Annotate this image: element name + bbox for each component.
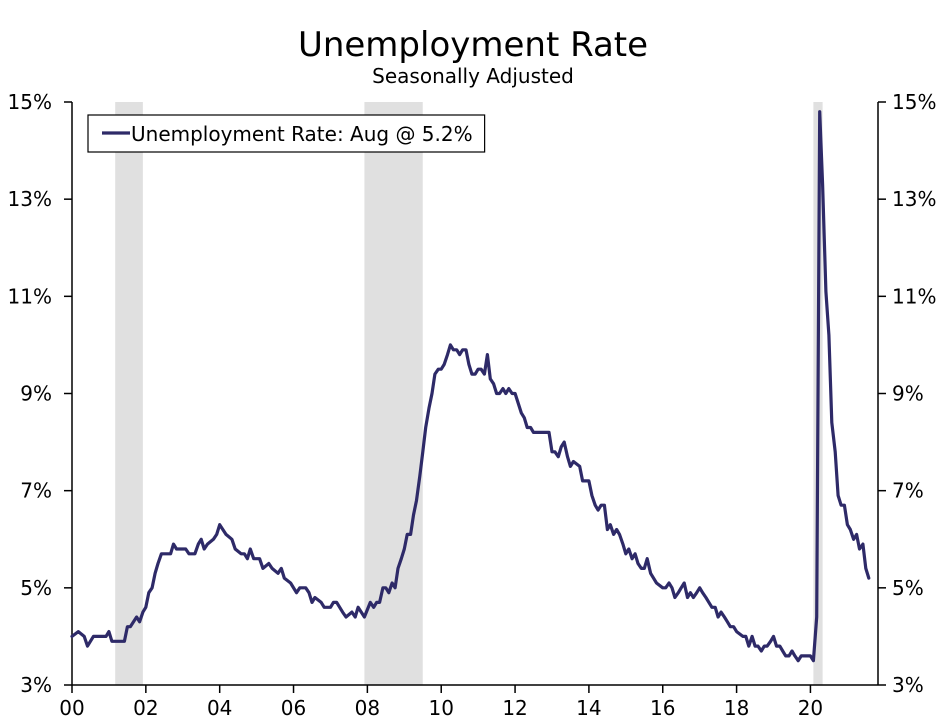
x-tick-label: 14 — [576, 696, 601, 720]
x-tick-label: 02 — [133, 696, 158, 720]
x-tick-label: 10 — [428, 696, 453, 720]
y-tick-label-left: 5% — [20, 576, 52, 600]
x-tick-label: 06 — [281, 696, 306, 720]
y-tick-label-left: 15% — [8, 90, 52, 114]
y-tick-label-right: 13% — [892, 187, 936, 211]
recession-band-1 — [364, 102, 423, 685]
y-tick-label-left: 9% — [20, 382, 52, 406]
axes: 3% 3% 5% 5% 7% 7% 9% 9% 11% 11% 13% 13% 15% 15% 00 02 04… — [8, 90, 937, 720]
series-line-0 — [70, 110, 871, 663]
x-tick-label: 00 — [59, 696, 84, 720]
y-tick-label-right: 5% — [892, 576, 924, 600]
chart-title: Unemployment Rate — [298, 25, 648, 65]
legend-box — [87, 114, 486, 153]
legend: Unemployment Rate: Aug @ 5.2% — [87, 114, 486, 153]
y-tick-label-left: 3% — [20, 673, 52, 697]
y-tick-label-right: 3% — [892, 673, 924, 697]
recession-bands — [115, 102, 823, 685]
y-tick-label-right: 9% — [892, 382, 924, 406]
y-tick-label-right: 11% — [892, 284, 936, 308]
y-tick-label-right: 7% — [892, 479, 924, 503]
y-tick-label-left: 11% — [8, 284, 52, 308]
y-tick-label-right: 15% — [892, 90, 936, 114]
series-lines — [70, 110, 871, 663]
x-tick-label: 04 — [207, 696, 232, 720]
legend-label: Unemployment Rate: Aug @ 5.2% — [131, 122, 473, 146]
y-tick-label-left: 7% — [20, 479, 52, 503]
x-tick-label: 16 — [650, 696, 675, 720]
x-tick-label: 08 — [355, 696, 380, 720]
y-tick-label-left: 13% — [8, 187, 52, 211]
x-tick-label: 18 — [724, 696, 749, 720]
chart-subtitle: Seasonally Adjusted — [372, 64, 574, 88]
recession-band-0 — [115, 102, 143, 685]
x-tick-label: 20 — [798, 696, 823, 720]
x-tick-label: 12 — [502, 696, 527, 720]
